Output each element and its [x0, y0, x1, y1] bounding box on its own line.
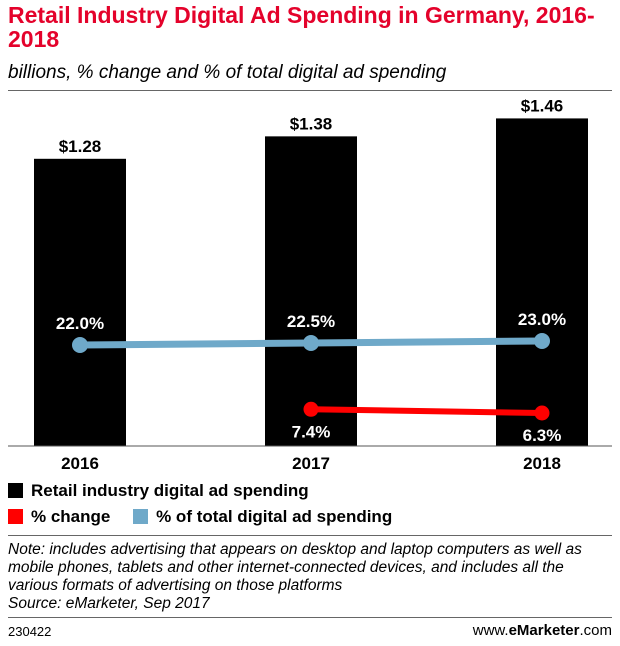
site-credit: www.eMarketer.com [473, 622, 612, 639]
label-pct-total-2018: 23.0% [518, 310, 566, 329]
point-pct-total-2016 [72, 337, 88, 353]
x-tick-2016: 2016 [61, 454, 99, 473]
legend-swatch-pct-total [133, 509, 149, 524]
site-brand: eMarketer [508, 622, 580, 639]
legend-label-pct-change: % change [31, 507, 111, 526]
site-suffix: .com [579, 622, 612, 639]
title-divider [8, 90, 612, 91]
point-pct-total-2017 [303, 335, 319, 351]
legend-label-bars: Retail industry digital ad spending [31, 481, 309, 500]
label-pct-change-2017: 7.4% [292, 422, 331, 441]
source-text: Source: eMarketer, Sep 2017 [8, 595, 210, 612]
chart-plot: $1.28 $1.38 $1.46 2016 2017 2018 22.0% 22.5% 23.… [8, 96, 612, 473]
legend-row-1: Retail industry digital ad spending [8, 481, 309, 501]
legend-item-pct-change: % change [8, 507, 110, 527]
point-pct-change-2017 [303, 401, 319, 417]
site-prefix: www. [472, 622, 509, 639]
line-pct-change [310, 406, 543, 416]
point-pct-change-2018 [534, 405, 550, 421]
point-pct-total-2018 [534, 333, 550, 349]
x-tick-2018: 2018 [523, 454, 561, 473]
footer-divider [8, 617, 612, 618]
legend-swatch-bars [8, 483, 23, 498]
bar-2018 [496, 118, 588, 446]
chart-title: Retail Industry Digital Ad Spending in G… [8, 2, 595, 52]
bar-2016 [34, 158, 126, 447]
legend-label-pct-total: % of total digital ad spending [156, 507, 393, 526]
chart-subtitle: billions, % change and % of total digita… [8, 62, 447, 83]
chart-id: 230422 [8, 624, 52, 639]
note-divider [8, 535, 612, 536]
bar-label-2017: $1.38 [290, 114, 333, 133]
legend-item-pct-total: % of total digital ad spending [133, 507, 392, 527]
legend-swatch-pct-change [8, 509, 23, 524]
bar-2017 [265, 136, 357, 447]
bar-label-2018: $1.46 [521, 96, 564, 115]
label-pct-total-2016: 22.0% [56, 314, 104, 333]
label-pct-change-2018: 6.3% [523, 426, 562, 445]
bar-label-2016: $1.28 [59, 137, 102, 156]
legend-row-2: % change % of total digital ad spending [8, 507, 410, 527]
chart-note: Note: includes advertising that appears … [8, 541, 612, 613]
x-tick-2017: 2017 [292, 454, 330, 473]
label-pct-total-2017: 22.5% [287, 312, 335, 331]
note-text: Note: includes advertising that appears … [8, 541, 582, 594]
